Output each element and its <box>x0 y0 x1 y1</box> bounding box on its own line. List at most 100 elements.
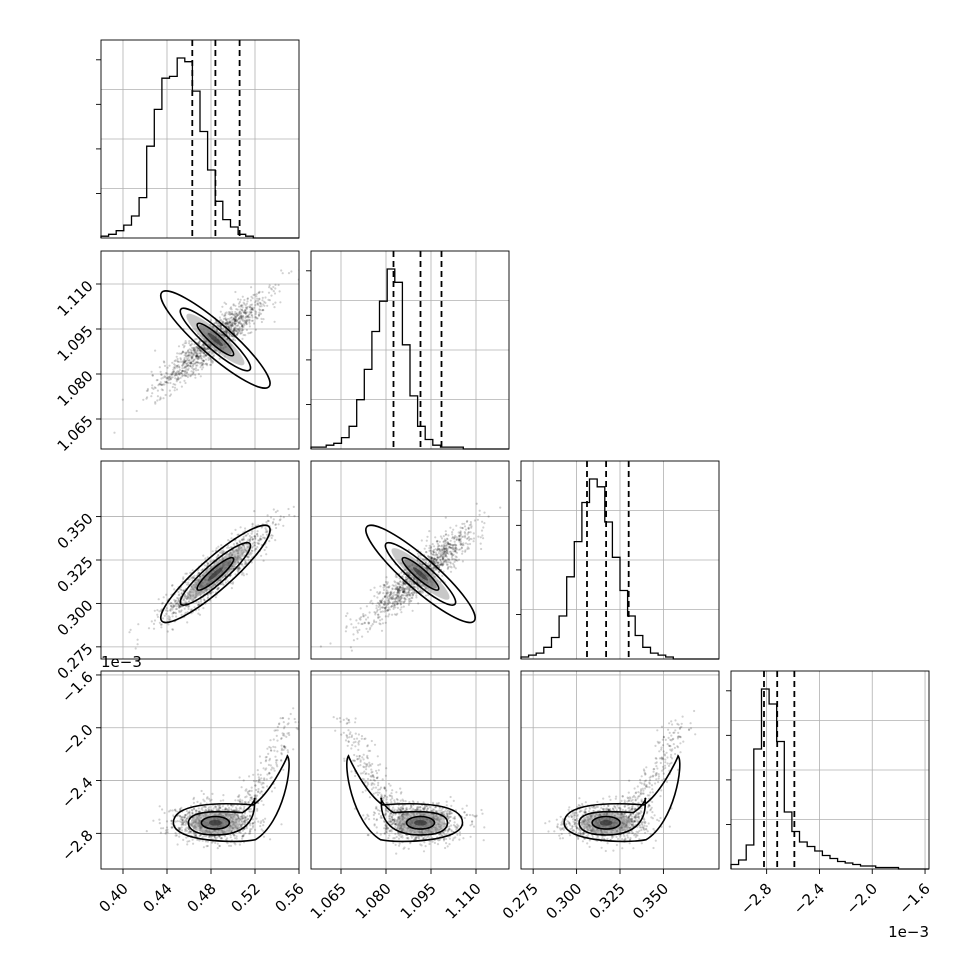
sample-point <box>174 599 177 603</box>
sample-point <box>145 397 148 400</box>
sample-point <box>121 398 124 401</box>
sample-point <box>444 541 447 545</box>
sample-point <box>196 357 199 360</box>
sample-point <box>430 555 433 558</box>
sample-point <box>445 543 448 546</box>
sample-point <box>221 550 224 554</box>
sample-point <box>187 364 190 367</box>
sample-point <box>432 566 435 569</box>
sample-point <box>403 589 406 592</box>
sample-point <box>183 370 186 373</box>
sample-point <box>245 534 248 537</box>
sample-point <box>258 311 261 314</box>
sample-point <box>187 607 190 611</box>
sample-point <box>187 367 190 370</box>
sample-point <box>244 316 247 320</box>
sample-point <box>179 588 182 591</box>
sample-point <box>404 583 407 586</box>
sample-point <box>203 346 206 349</box>
sample-point <box>257 787 260 791</box>
sample-point <box>186 359 189 362</box>
sample-point <box>214 549 217 552</box>
sample-point <box>406 577 409 580</box>
sample-point <box>197 810 200 814</box>
sample-point <box>258 778 261 781</box>
sample-point <box>201 359 204 362</box>
sample-point <box>384 607 387 610</box>
sample-point <box>182 589 185 592</box>
sample-point <box>231 582 234 585</box>
sample-point <box>415 596 418 599</box>
sample-point <box>246 300 249 303</box>
sample-point <box>397 595 400 598</box>
sample-point <box>432 566 435 569</box>
sample-point <box>453 536 456 539</box>
sample-point <box>162 596 165 599</box>
sample-point <box>166 630 169 633</box>
sample-point <box>275 526 278 530</box>
sample-point <box>400 606 403 609</box>
sample-point <box>403 590 406 593</box>
sample-point <box>254 828 257 832</box>
sample-point <box>206 347 209 350</box>
sample-point <box>446 557 449 561</box>
sample-point <box>247 543 250 547</box>
sample-point <box>200 357 203 360</box>
sample-point <box>200 357 203 360</box>
sample-point <box>427 564 430 567</box>
sample-point <box>257 542 260 545</box>
sample-point <box>191 811 194 815</box>
sample-point <box>270 534 273 537</box>
sample-point <box>252 779 256 783</box>
sample-point <box>403 589 406 592</box>
sample-point <box>151 384 154 387</box>
sample-point <box>269 739 272 742</box>
sample-point <box>192 368 195 371</box>
sample-point <box>270 288 274 291</box>
sample-point <box>444 554 447 557</box>
sample-point <box>197 349 200 352</box>
sample-point <box>363 622 366 625</box>
sample-point <box>373 611 376 614</box>
sample-point <box>403 587 406 590</box>
sample-point <box>233 319 236 322</box>
sample-point <box>257 291 260 294</box>
sample-point <box>249 824 252 827</box>
sample-point <box>456 559 459 562</box>
sample-point <box>168 616 171 619</box>
sample-point <box>382 592 385 595</box>
sample-point <box>436 562 439 565</box>
sample-point <box>198 352 202 355</box>
sample-point <box>185 351 188 355</box>
sample-point <box>176 602 179 605</box>
sample-point <box>264 756 267 759</box>
sample-point <box>465 520 468 524</box>
sample-point <box>375 604 378 607</box>
sample-point <box>226 323 230 326</box>
sample-point <box>178 352 181 355</box>
sample-point <box>184 602 188 605</box>
sample-point <box>195 350 198 353</box>
sample-point <box>195 355 198 358</box>
sample-point <box>176 359 179 363</box>
sample-point <box>358 628 361 632</box>
sample-point <box>432 553 435 556</box>
sample-point <box>154 401 157 404</box>
sample-point <box>240 557 243 561</box>
sample-point <box>281 717 284 720</box>
sample-point <box>361 622 364 626</box>
sample-point <box>198 349 201 352</box>
sample-point <box>371 602 374 605</box>
sample-point <box>402 600 405 604</box>
sample-point <box>193 350 196 353</box>
sample-point <box>256 297 259 300</box>
sample-point <box>434 551 437 554</box>
sample-point <box>379 599 382 602</box>
sample-point <box>357 622 360 625</box>
sample-point <box>174 820 177 823</box>
sample-point <box>404 587 407 591</box>
sample-point <box>171 584 174 587</box>
sample-point <box>446 567 449 571</box>
sample-point <box>241 829 244 832</box>
sample-point <box>268 299 271 302</box>
